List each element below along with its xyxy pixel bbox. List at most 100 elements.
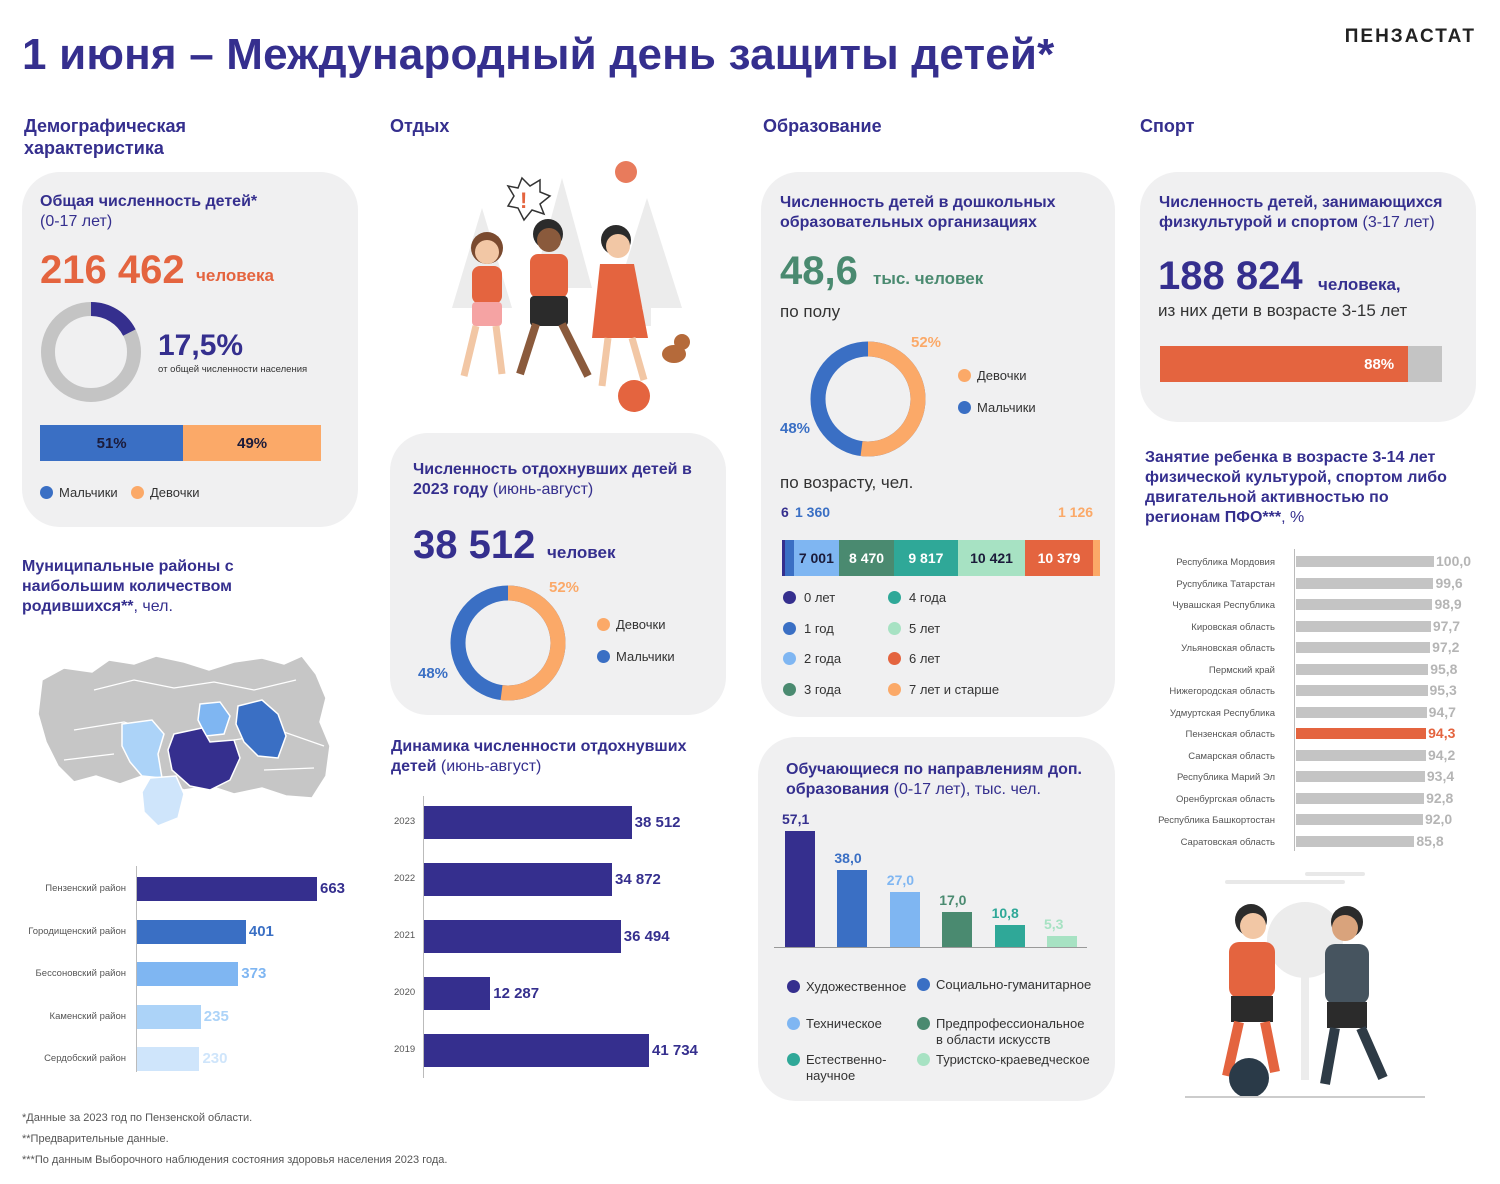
dot-icon (917, 1017, 930, 1030)
region-bar (1296, 642, 1431, 653)
age-legend-item: 0 лет (783, 590, 835, 605)
region-bar (1296, 749, 1426, 761)
region-bar (1296, 728, 1427, 739)
edu-bar (942, 912, 973, 947)
rest-heading: Численность отдохнувших детей в 2023 год… (413, 461, 692, 498)
rest-dynamics-value: 34 872 (615, 871, 661, 888)
sport-share-bar: 88% (1160, 346, 1442, 382)
rest-dynamics-value: 41 734 (652, 1042, 698, 1059)
map-penzensky (167, 727, 241, 791)
rest-dynamics-value: 38 512 (634, 814, 681, 831)
age-segment: 7 001 (793, 540, 840, 576)
kids-football-illustration-icon (1185, 872, 1425, 1098)
dot-icon (917, 1053, 930, 1066)
year-label: 2021 (394, 930, 416, 941)
age-legend-label: 0 лет (804, 590, 836, 605)
births-label: Городищенский район (28, 925, 126, 937)
boys-segment: 51% (40, 425, 184, 461)
edu-value: 57,1 (782, 811, 810, 827)
births-bar (137, 919, 246, 944)
dot-icon (888, 652, 901, 665)
sport-regions-heading: Занятие ребенка в возрасте 3-14 лет физи… (1145, 449, 1447, 526)
dot-icon (787, 980, 800, 993)
age-legend-item: 4 года (888, 590, 946, 605)
region-value: 99,6 (1435, 574, 1463, 591)
donut-girls-arc (450, 585, 566, 701)
svg-text:!: ! (520, 188, 527, 213)
region-label: Удмуртская Республика (1169, 707, 1275, 719)
edu-legend-label: Техническое (806, 1016, 882, 1031)
edu-value: 10,8 (991, 905, 1019, 922)
region-label: Оренбургская область (1176, 793, 1275, 805)
dot-icon (783, 682, 796, 696)
dot-icon (958, 401, 971, 414)
logo: ПЕНЗАСТАТ (1344, 26, 1476, 47)
region-bar (1296, 814, 1423, 825)
additional-education-axis (774, 947, 1087, 948)
edu-legend-item: Естественно-научное (787, 1052, 912, 1084)
age-stacked-bar: 7 001 8 470 9 817 10 421 10 379 (782, 540, 1101, 576)
dot-icon (783, 621, 796, 635)
births-bar (137, 962, 239, 986)
births-value: 230 (202, 1050, 228, 1067)
region-value: 97,7 (1432, 617, 1461, 634)
edu-value: 27,0 (886, 872, 915, 889)
legend-boys: Мальчики (40, 485, 118, 500)
rest-dynamics-value: 36 494 (623, 928, 670, 945)
dot-icon (597, 618, 610, 631)
additional-education-card (758, 737, 1115, 1101)
edu-legend-item: Художественное (787, 979, 912, 995)
page-title: 1 июня – Международный день защиты детей… (22, 30, 1055, 79)
region-bar (1296, 685, 1428, 696)
age-0-top-value: 6 (781, 504, 789, 520)
region-bar (1296, 792, 1425, 804)
rest-dynamics-bar (424, 806, 632, 839)
year-label: 2023 (394, 816, 416, 827)
region-bar (1296, 663, 1429, 675)
age-legend-item: 3 года (783, 682, 841, 697)
edu-bar (785, 831, 815, 947)
age-segment (784, 540, 794, 576)
age-segment (782, 540, 785, 576)
edu-legend-label: Естественно-научное (806, 1052, 887, 1083)
rest-boys-pct: 48% (418, 665, 449, 682)
births-value: 235 (203, 1007, 229, 1025)
age-legend-label: 5 лет (909, 620, 941, 636)
rest-girls-pct: 52% (549, 579, 580, 596)
region-label: Руспублика Татарстан (1176, 578, 1275, 590)
edu-value: 17,0 (939, 892, 967, 909)
map-gorodishchensky (235, 699, 287, 759)
region-value: 85,8 (1416, 832, 1444, 849)
edu-legend-item: Туристско-краеведческое (917, 1052, 1092, 1068)
region-value: 92,8 (1426, 789, 1454, 806)
rest-legend-boys: Мальчики (597, 649, 675, 664)
age-1-top-value: 1 360 (795, 504, 831, 520)
preschool-by-sex-label: по полу (780, 302, 841, 321)
section-demography: Демографическая характеристика (24, 116, 186, 158)
year-label: 2022 (394, 873, 416, 884)
dot-icon (888, 591, 901, 604)
edu-legend-label: Художественное (806, 979, 907, 994)
dot-icon (787, 1053, 800, 1066)
dot-icon (787, 1017, 800, 1030)
rest-dynamics-axis (423, 796, 424, 1078)
year-label: 2019 (394, 1044, 416, 1055)
age-legend-label: 3 года (804, 681, 842, 697)
preschool-legend-boys: Мальчики (958, 400, 1036, 415)
region-value: 100,0 (1436, 553, 1472, 569)
region-bar (1296, 556, 1434, 567)
region-bar (1296, 620, 1431, 632)
map-base (37, 655, 331, 799)
age-legend-item: 1 год (783, 621, 834, 636)
region-label: Республика Мордовия (1176, 557, 1275, 568)
age-legend-label: 4 года (909, 590, 947, 605)
section-education: Образование (763, 116, 882, 136)
rest-sex-donut (450, 585, 566, 701)
region-value: 94,2 (1427, 746, 1456, 763)
region-value: 95,3 (1429, 682, 1457, 698)
age-legend-label: 7 лет и старше (909, 681, 1000, 697)
region-label: Самарская область (1188, 750, 1275, 762)
births-label: Сердобский район (44, 1053, 126, 1064)
region-bar (1296, 835, 1415, 847)
year-label: 2020 (394, 987, 416, 998)
